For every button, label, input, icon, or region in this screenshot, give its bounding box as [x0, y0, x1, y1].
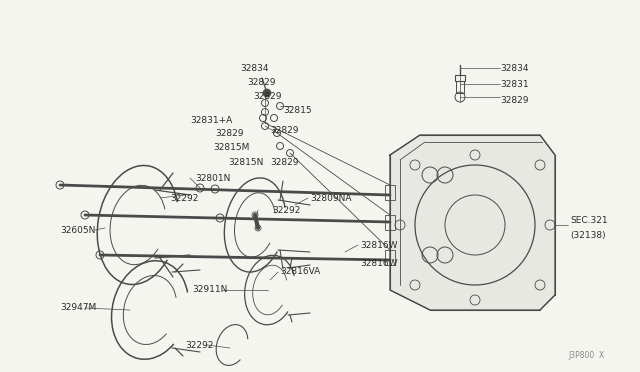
Text: 32829: 32829 — [215, 128, 243, 138]
Text: 32815M: 32815M — [213, 142, 250, 151]
Text: 32834: 32834 — [500, 64, 529, 73]
Text: 32829: 32829 — [253, 92, 282, 100]
Text: 32831: 32831 — [500, 80, 529, 89]
Text: 32801N: 32801N — [195, 173, 230, 183]
Text: 32605N: 32605N — [60, 225, 95, 234]
Text: 32816W: 32816W — [360, 241, 397, 250]
Polygon shape — [390, 135, 555, 310]
Circle shape — [263, 89, 271, 97]
Bar — [455, 75, 465, 81]
Text: 32292: 32292 — [170, 193, 198, 202]
Text: 32815N: 32815N — [228, 157, 264, 167]
Text: 32829: 32829 — [500, 96, 529, 105]
Text: SEC.321: SEC.321 — [570, 215, 607, 224]
Text: 32829: 32829 — [270, 157, 298, 167]
Text: 32829: 32829 — [270, 125, 298, 135]
Text: 32292: 32292 — [185, 340, 213, 350]
Text: 32829: 32829 — [247, 77, 275, 87]
Bar — [385, 215, 395, 230]
Text: 32911N: 32911N — [192, 285, 227, 295]
Text: 32816W: 32816W — [360, 259, 397, 267]
Text: 32292: 32292 — [272, 205, 300, 215]
Text: 32816VA: 32816VA — [280, 267, 320, 276]
Bar — [385, 185, 395, 200]
Bar — [385, 250, 395, 265]
Text: (32138): (32138) — [570, 231, 605, 240]
Text: 32834: 32834 — [240, 64, 269, 73]
Text: 32815: 32815 — [283, 106, 312, 115]
Text: 32809NA: 32809NA — [310, 193, 351, 202]
Text: 32947M: 32947M — [60, 304, 96, 312]
Text: J3P800  X: J3P800 X — [569, 351, 605, 360]
Bar — [456, 81, 464, 93]
Text: 32831+A: 32831+A — [190, 115, 232, 125]
